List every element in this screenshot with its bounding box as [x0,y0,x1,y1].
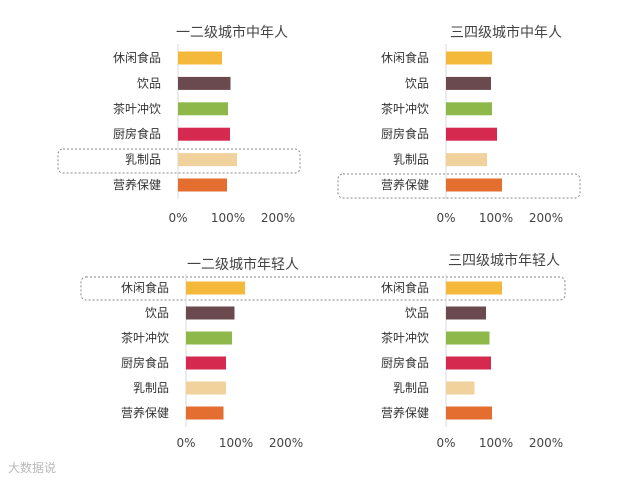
category-label: 营养保健 [381,177,429,192]
bar [446,102,492,116]
watermark: 大数据说 [8,461,57,475]
category-label: 茶叶冲饮 [381,330,429,345]
tick-label: 0% [176,436,195,450]
chart-title-1: 一二级城市中年人 [176,24,288,41]
chart-title-4: 三四级城市年轻人 [448,252,560,269]
highlight-box-2 [337,173,581,199]
bar [446,127,497,141]
highlight-box-1 [57,148,301,174]
bar [186,331,232,345]
category-label: 营养保健 [113,177,161,192]
tick-label: 100% [211,211,245,225]
bar [178,51,222,65]
category-label: 茶叶冲饮 [113,101,161,116]
category-label: 厨房食品 [121,355,169,370]
bar [186,356,226,370]
category-label: 营养保健 [381,405,429,420]
category-label: 饮品 [405,76,429,90]
category-label: 茶叶冲饮 [381,101,429,116]
tick-label: 0% [168,211,187,225]
bar [186,406,224,420]
tick-label: 0% [436,436,455,450]
category-label: 乳制品 [133,381,169,395]
category-label: 饮品 [405,306,429,320]
tick-label: 200% [529,211,563,225]
chart-title-3: 一二级城市年轻人 [187,256,299,273]
category-label: 营养保健 [121,405,169,420]
tick-label: 100% [479,211,513,225]
highlight-box-3 [80,276,566,301]
bar [186,306,235,320]
category-label: 厨房食品 [113,126,161,141]
bar [446,153,487,167]
category-label: 休闲食品 [381,280,429,295]
category-label: 休闲食品 [113,50,161,65]
tick-label: 0% [436,211,455,225]
bar [178,76,231,90]
category-label: 乳制品 [393,381,429,395]
category-label: 乳制品 [125,153,161,167]
bar [446,331,490,345]
bar [186,281,245,295]
tick-label: 200% [269,436,303,450]
category-label: 饮品 [137,76,161,90]
tick-label: 200% [261,211,295,225]
chart-title-2: 三四级城市中年人 [450,24,562,41]
bar [446,356,491,370]
bar [178,153,237,167]
bar [178,102,228,116]
bar [446,178,502,192]
bar [178,178,227,192]
bar [186,381,226,395]
category-label: 饮品 [145,306,169,320]
category-label: 休闲食品 [381,50,429,65]
tick-label: 200% [529,436,563,450]
category-label: 厨房食品 [381,355,429,370]
bar [446,76,491,90]
bar [178,127,230,141]
category-label: 休闲食品 [121,280,169,295]
tick-label: 100% [219,436,253,450]
category-label: 乳制品 [393,153,429,167]
tick-label: 100% [479,436,513,450]
bar [446,381,475,395]
category-label: 厨房食品 [381,126,429,141]
bar [446,306,486,320]
bar [446,281,502,295]
bar [446,406,492,420]
bar [446,51,492,65]
category-label: 茶叶冲饮 [121,330,169,345]
